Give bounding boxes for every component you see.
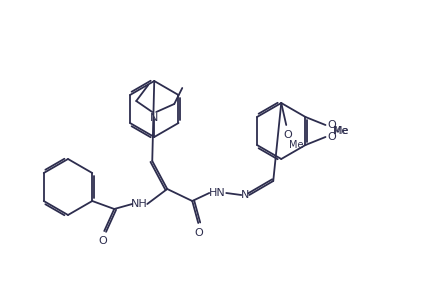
- Text: O: O: [327, 120, 336, 130]
- Text: O: O: [327, 132, 336, 142]
- Text: Me: Me: [289, 140, 303, 150]
- Text: O: O: [99, 236, 108, 246]
- Text: Me: Me: [334, 126, 349, 136]
- Text: Me: Me: [333, 126, 348, 136]
- Text: HN: HN: [209, 188, 226, 198]
- Text: NH: NH: [131, 199, 148, 209]
- Text: N: N: [241, 190, 250, 200]
- Text: O: O: [195, 228, 204, 238]
- Text: O: O: [284, 130, 293, 140]
- Text: N: N: [150, 113, 158, 123]
